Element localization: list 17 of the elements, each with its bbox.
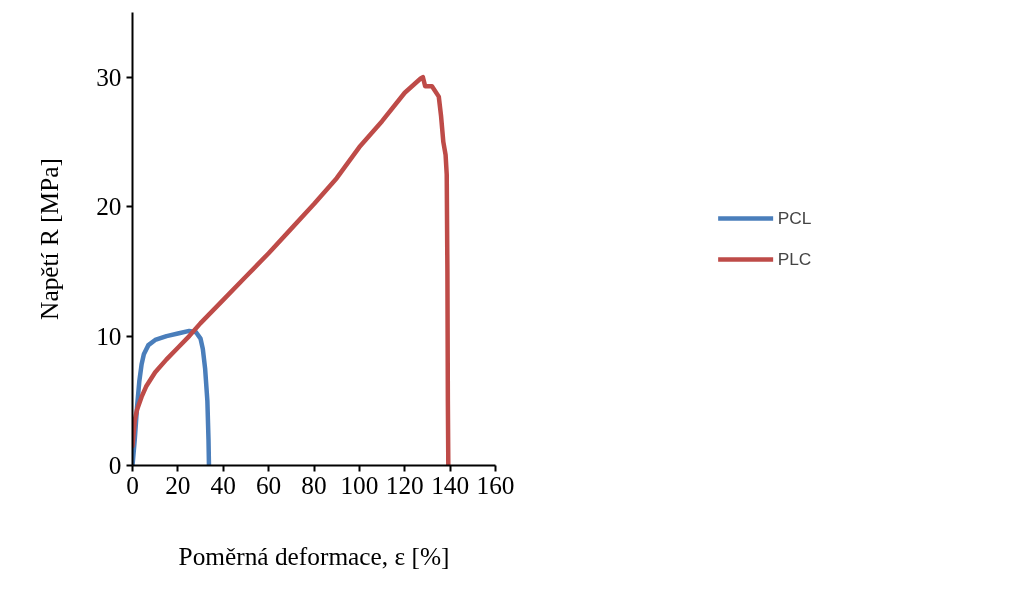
- line-series: [132, 74, 451, 466]
- x-tick-label: 40: [210, 470, 236, 499]
- x-tick-label: 120: [385, 470, 424, 499]
- x-tick-label: 140: [431, 470, 470, 499]
- y-axis-title: Napětí R [MPa]: [35, 158, 64, 320]
- y-tick-label: 30: [96, 62, 122, 91]
- x-tick-label: 160: [476, 470, 515, 499]
- legend-label: PLC: [777, 248, 812, 270]
- x-tick-label: 100: [340, 470, 379, 499]
- x-tick-label: 20: [165, 470, 191, 499]
- y-tick-label: 0: [108, 451, 122, 479]
- x-tick-label: 60: [255, 470, 282, 499]
- x-tick-label: 80: [301, 470, 327, 499]
- legend-label: PCL: [777, 207, 812, 229]
- y-tick-label: 20: [96, 192, 122, 221]
- x-axis-title: Poměrná deformace, ε [%]: [178, 541, 450, 570]
- y-tick-label: 10: [96, 321, 122, 350]
